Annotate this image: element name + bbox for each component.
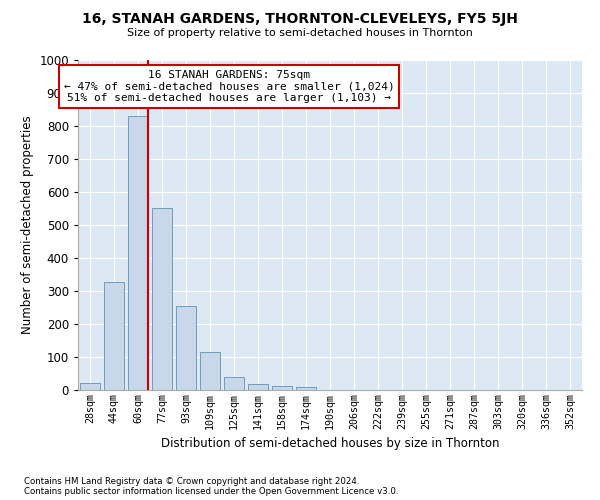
Bar <box>296 386 316 390</box>
Bar <box>128 116 148 390</box>
X-axis label: Distribution of semi-detached houses by size in Thornton: Distribution of semi-detached houses by … <box>161 437 499 450</box>
Bar <box>80 384 100 390</box>
Bar <box>272 386 292 390</box>
Text: 16, STANAH GARDENS, THORNTON-CLEVELEYS, FY5 5JH: 16, STANAH GARDENS, THORNTON-CLEVELEYS, … <box>82 12 518 26</box>
Bar <box>224 377 244 390</box>
Text: Contains HM Land Registry data © Crown copyright and database right 2024.: Contains HM Land Registry data © Crown c… <box>24 477 359 486</box>
Bar <box>104 282 124 390</box>
Bar <box>200 352 220 390</box>
Bar <box>176 306 196 390</box>
Text: Contains public sector information licensed under the Open Government Licence v3: Contains public sector information licen… <box>24 487 398 496</box>
Bar <box>152 208 172 390</box>
Y-axis label: Number of semi-detached properties: Number of semi-detached properties <box>21 116 34 334</box>
Bar <box>248 384 268 390</box>
Text: Size of property relative to semi-detached houses in Thornton: Size of property relative to semi-detach… <box>127 28 473 38</box>
Text: 16 STANAH GARDENS: 75sqm
← 47% of semi-detached houses are smaller (1,024)
51% o: 16 STANAH GARDENS: 75sqm ← 47% of semi-d… <box>64 70 395 103</box>
